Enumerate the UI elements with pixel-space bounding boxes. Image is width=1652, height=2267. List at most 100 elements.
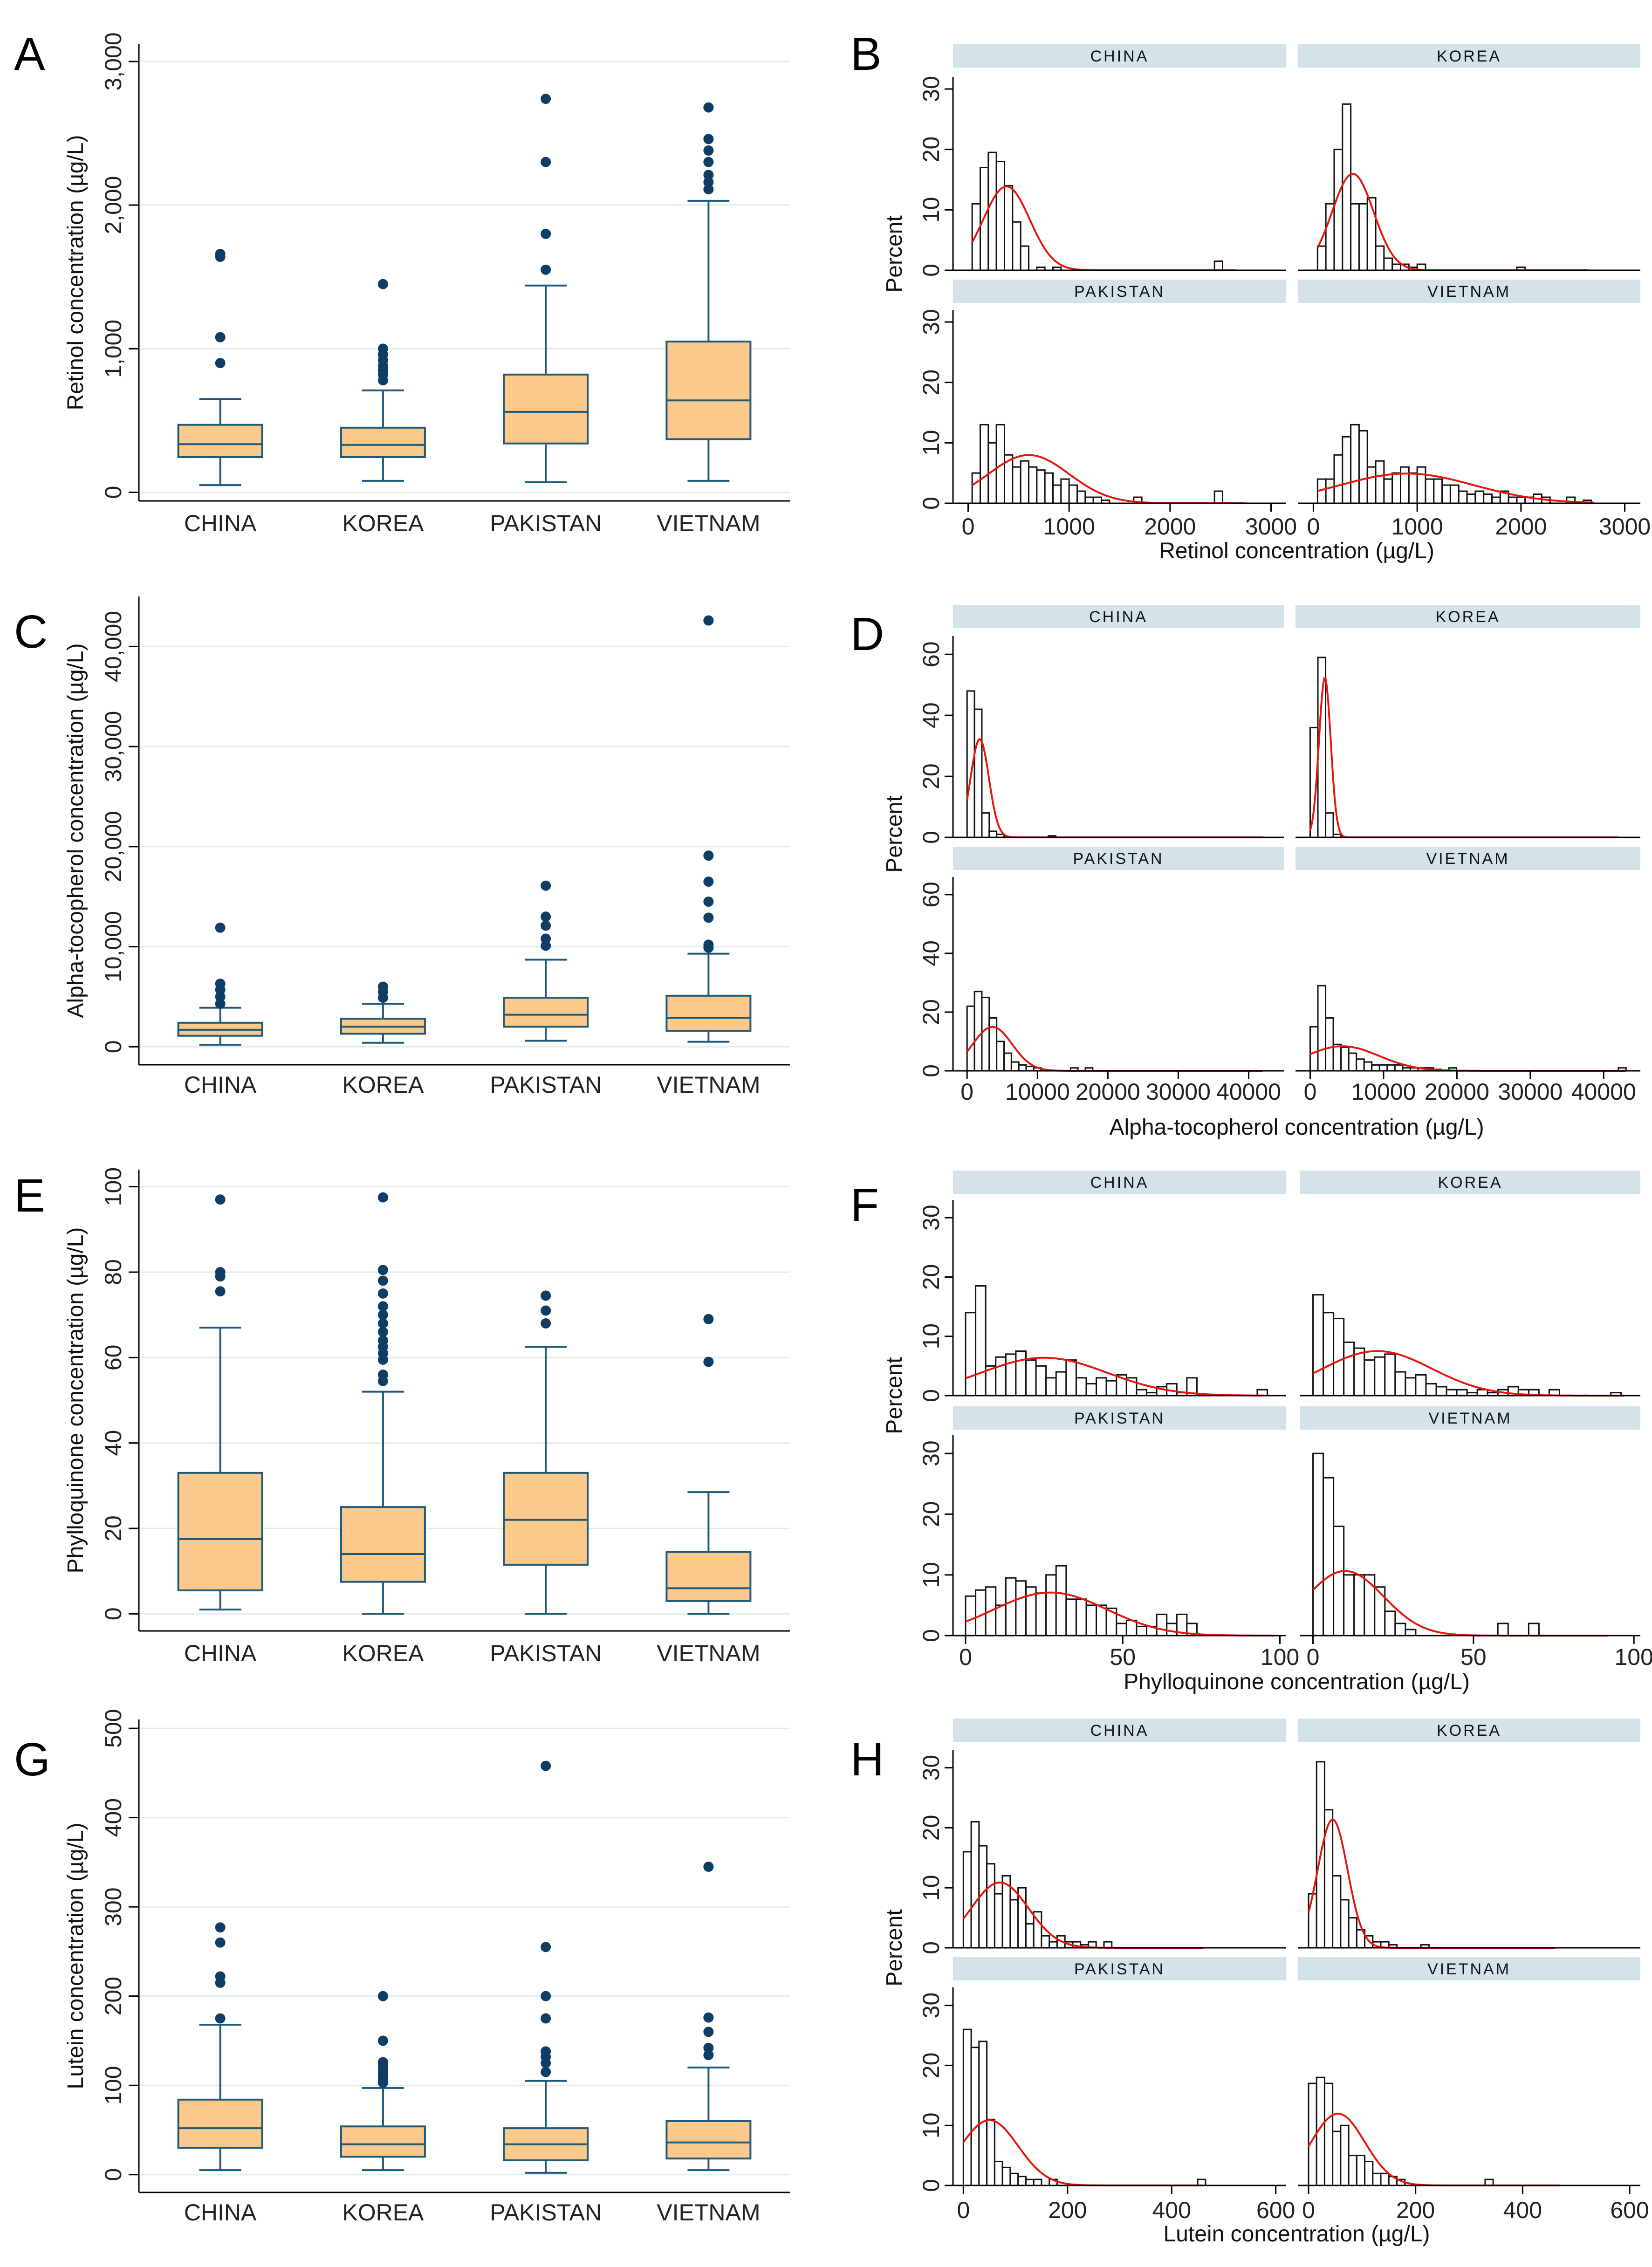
histogram-bar: [1375, 460, 1385, 504]
y-tick-label: 0: [918, 497, 944, 510]
box-korea: [340, 279, 426, 482]
histogram-bar: [981, 996, 990, 1072]
facet-strip: [1298, 1719, 1640, 1742]
x-tick-label: 0: [959, 1644, 972, 1670]
facet-korea: KOREA: [1296, 605, 1640, 838]
panel-letter-F: F: [850, 1179, 879, 1231]
outlier-point: [215, 999, 226, 1009]
y-tick-label: 20: [918, 763, 944, 789]
y-tick-label: 10: [918, 430, 944, 456]
x-tick-label: 0: [1307, 1644, 1320, 1670]
facet-korea: KOREA: [1298, 1719, 1640, 1949]
outlier-point: [377, 1265, 388, 1275]
y-tick-label: 30: [918, 1993, 944, 2019]
facet-strip-label: CHINA: [1089, 608, 1148, 626]
histogram-bar: [1025, 2178, 1035, 2186]
histogram-bar: [1476, 1389, 1488, 1397]
histogram-bar: [1333, 149, 1344, 271]
y-tick-label: 80: [100, 1259, 126, 1285]
histogram-bar: [1356, 2155, 1366, 2186]
x-category-label: CHINA: [184, 510, 257, 536]
x-category-label: KOREA: [342, 1640, 424, 1666]
outlier-point: [541, 1290, 551, 1301]
histogram-bar: [994, 1893, 1003, 1949]
y-tick-label: 10,000: [100, 911, 126, 982]
facet-vietnam: VIETNAM 0 50 100: [1300, 1406, 1652, 1670]
x-axis-title: Phylloquinone concentration (µg/L): [1124, 1670, 1470, 1694]
histogram-bar: [1508, 496, 1518, 504]
histogram-bar: [1136, 1389, 1148, 1397]
histogram-bar: [1323, 1477, 1335, 1637]
panel-C-boxplot: C 0 10,000 20,000 30,000 40,000 Alpha-tocopher…: [14, 596, 790, 1098]
x-axis-title: Retinol concentration (µg/L): [1159, 539, 1434, 563]
y-tick-label: 100: [100, 1167, 126, 1206]
outlier-point: [541, 264, 551, 275]
histogram-bar: [1017, 2176, 1027, 2186]
outlier-point: [377, 1192, 388, 1203]
histogram-bar: [996, 1041, 1005, 1072]
y-tick-label: 0: [918, 1064, 944, 1077]
histogram-bar: [1003, 1052, 1012, 1072]
outlier-point: [215, 1937, 226, 1948]
y-tick-label: 20,000: [100, 811, 126, 882]
histogram-bar: [1316, 245, 1327, 271]
y-axis-title: Percent: [882, 1357, 907, 1434]
histogram-bar: [1374, 1356, 1386, 1397]
histogram-bar: [1035, 1365, 1047, 1397]
outlier-point: [703, 2027, 714, 2037]
panel-H-histograms: H CHINA 0 10 20 30 KOREA PAKISTAN 0 10 20 30 0 200 400…: [850, 1719, 1649, 2246]
y-tick-label: 30: [918, 1205, 944, 1231]
x-category-label: VIETNAM: [657, 1640, 760, 1666]
outlier-point: [703, 939, 714, 950]
facet-strip-label: VIETNAM: [1427, 283, 1511, 301]
iqr-box: [665, 1551, 752, 1602]
facet-strip: [953, 1171, 1286, 1194]
histogram-bar: [1446, 1389, 1458, 1397]
y-tick-label: 30: [918, 76, 944, 102]
facet-korea: KOREA: [1298, 44, 1640, 271]
box-pakistan: [503, 880, 589, 1042]
panel-letter-D: D: [850, 608, 884, 660]
x-tick-label: 50: [1460, 1644, 1487, 1670]
x-tick-label: 600: [1610, 2197, 1649, 2223]
x-tick-label: 30000: [1146, 1079, 1211, 1105]
histogram-bar: [1400, 466, 1410, 504]
histogram-bar: [1333, 1525, 1345, 1637]
y-tick-label: 20: [918, 1501, 944, 1527]
outlier-point: [703, 177, 714, 187]
y-tick-label: 30: [918, 309, 944, 335]
histogram-bar: [1084, 496, 1094, 504]
histogram-bar: [995, 1356, 1007, 1397]
panel-letter-E: E: [14, 1170, 45, 1222]
y-tick-label: 10: [918, 1875, 944, 1901]
y-tick-label: 10: [918, 1323, 944, 1349]
histogram-bar: [1041, 1935, 1050, 1949]
histogram-bar: [965, 1312, 977, 1397]
facet-strip: [1300, 1171, 1640, 1194]
histogram-bar: [1415, 1374, 1427, 1397]
panel-letter-G: G: [14, 1733, 50, 1786]
y-tick-label: 10: [918, 1562, 944, 1588]
outlier-point: [541, 920, 551, 931]
density-curve: [965, 1356, 1264, 1397]
y-tick-label: 60: [918, 882, 944, 908]
histogram-bar: [1116, 1623, 1127, 1637]
x-tick-label: 1000: [1392, 514, 1443, 540]
facet-pakistan: PAKISTAN 0 10 20 30 0 1000 2000 3000: [918, 280, 1297, 540]
x-category-label: KOREA: [342, 1072, 424, 1098]
histogram-bar: [1085, 1604, 1097, 1637]
facet-pakistan: PAKISTAN 0 10 20 30 0 200 400 600: [918, 1957, 1295, 2223]
y-tick-label: 30: [918, 1440, 944, 1466]
outlier-point: [541, 940, 551, 951]
y-axis-title: Percent: [882, 215, 907, 292]
histogram-bar: [1085, 1383, 1097, 1397]
iqr-box: [665, 2120, 752, 2160]
histogram-bar: [1405, 1629, 1417, 1637]
y-tick-label: 2,000: [100, 176, 126, 234]
x-tick-label: 20000: [1425, 1079, 1489, 1105]
histogram-bar: [966, 1005, 975, 1072]
x-tick-label: 10000: [1351, 1079, 1416, 1105]
histogram-bar: [1005, 1577, 1017, 1637]
outlier-point: [377, 1318, 388, 1329]
